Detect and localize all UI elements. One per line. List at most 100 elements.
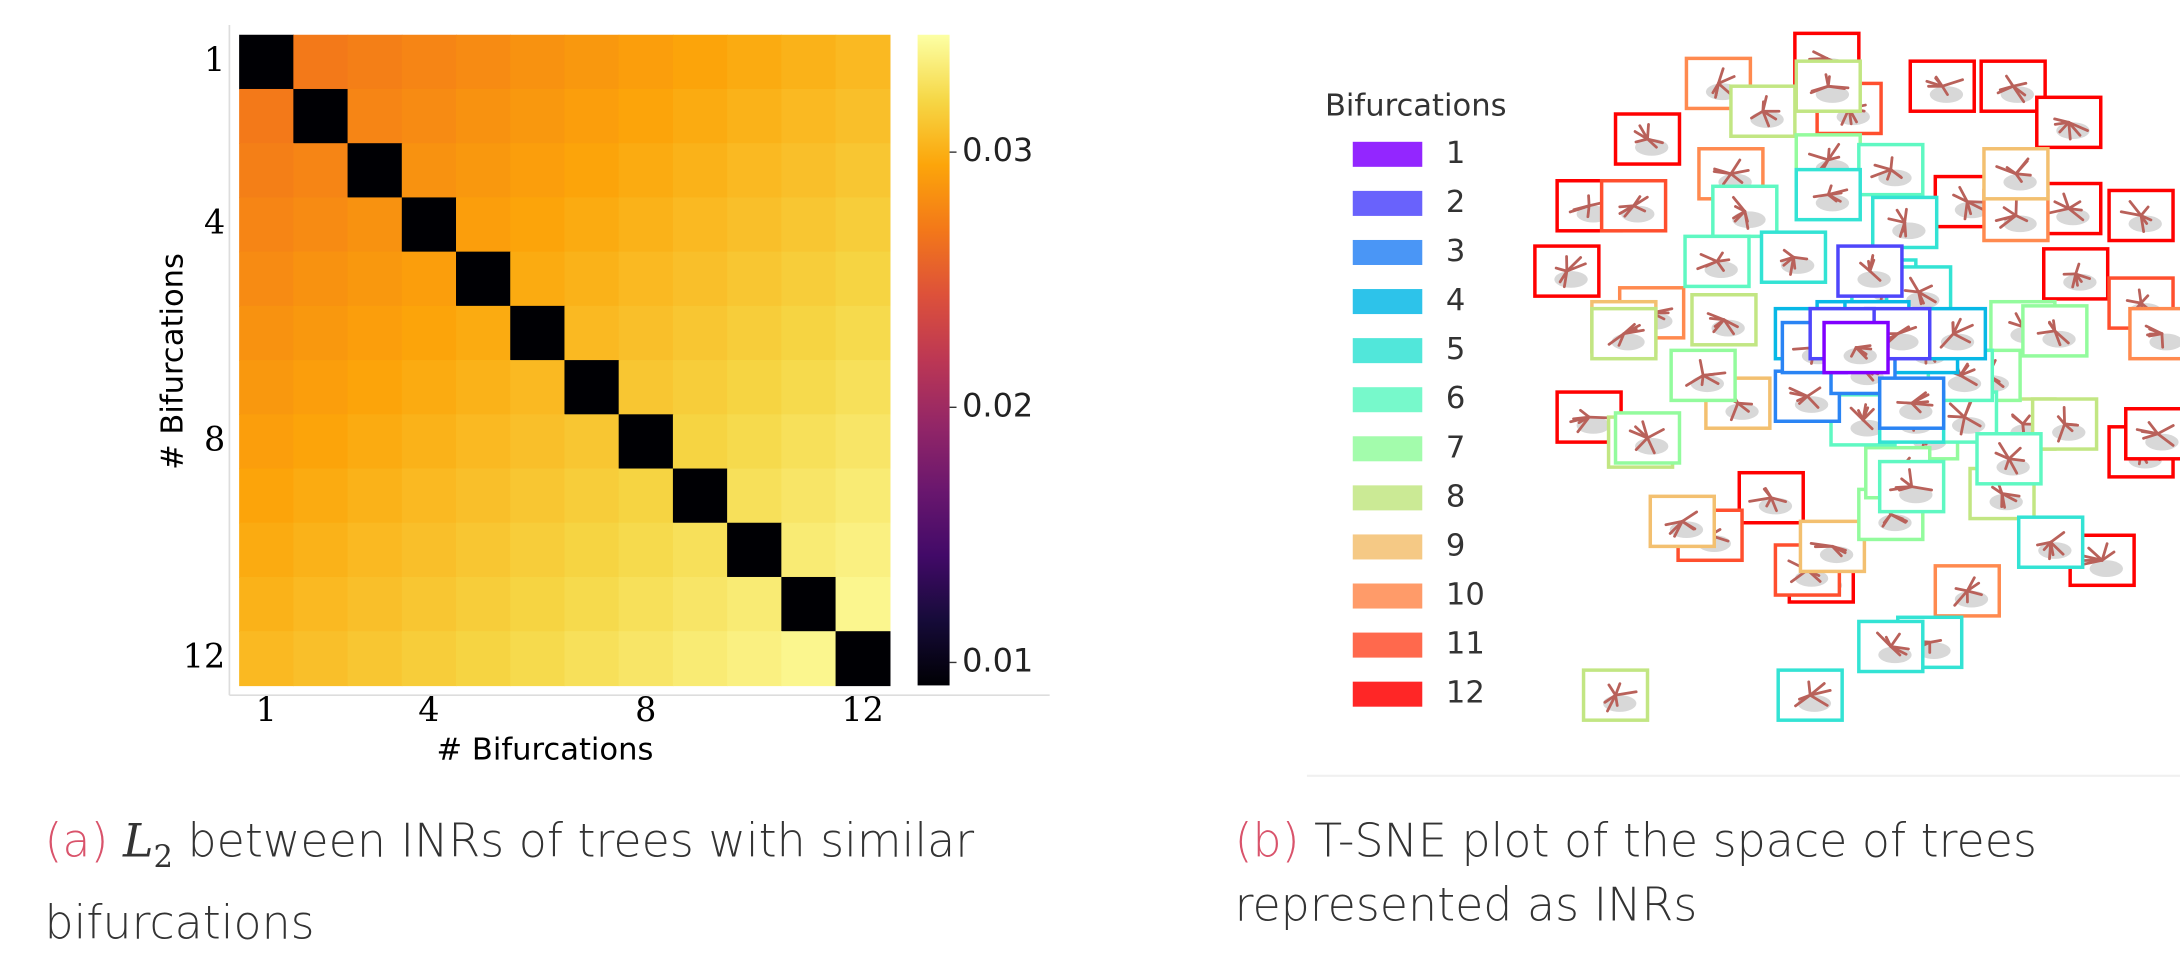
heatmap-cell	[510, 35, 565, 90]
heatmap-cell	[781, 577, 836, 632]
legend-label: 3	[1446, 234, 1465, 269]
thumbnail-branch	[2162, 334, 2163, 348]
heatmap-cell	[564, 469, 619, 524]
colorbar-tick-label: 0.03	[962, 131, 1033, 169]
legend-swatch	[1353, 142, 1423, 167]
heatmap-cell	[239, 414, 294, 469]
tree-point	[1977, 434, 2041, 484]
tree-point	[1692, 295, 1756, 345]
heatmap-cell	[564, 197, 619, 252]
heatmap-cell	[510, 89, 565, 144]
legend-swatch	[1353, 240, 1423, 265]
heatmap-cell	[293, 577, 348, 632]
tree-point	[1838, 246, 1902, 296]
x-tick-label: 4	[418, 690, 439, 729]
heatmap-cell	[727, 631, 782, 686]
heatmap-cell	[348, 143, 403, 198]
heatmap-cell	[673, 577, 728, 632]
thumbnail-branch	[1905, 222, 1906, 236]
heatmap-cell	[673, 35, 728, 90]
tree-point	[2109, 190, 2173, 240]
thumbnail-branch	[1809, 682, 1810, 695]
thumbnail-shadow	[1611, 334, 1644, 351]
heatmap-cell	[781, 252, 836, 307]
tree-point	[1880, 462, 1944, 512]
thumbnail-branch	[1828, 149, 1829, 160]
heatmap-cell	[836, 89, 891, 144]
caption-a: (a) L2 between INRs of trees with simila…	[44, 809, 1045, 954]
tree-point	[1778, 670, 1842, 720]
heatmap-cell	[781, 143, 836, 198]
x-tick-label: 8	[635, 690, 656, 729]
heatmap-cell	[510, 306, 565, 361]
thumbnail-branch	[2009, 459, 2024, 461]
thumbnail-shadow	[2003, 174, 2036, 191]
thumbnail-branch	[1793, 257, 1806, 259]
heatmap-cell	[402, 469, 457, 524]
tree-point	[1739, 473, 1803, 523]
thumbnail-branch	[1828, 77, 1829, 87]
tree-point	[1935, 566, 1999, 616]
heatmap-cell	[836, 414, 891, 469]
tree-point	[2044, 249, 2108, 299]
tree-point	[2130, 309, 2180, 359]
legend-swatch	[1353, 387, 1423, 412]
heatmap-cell	[348, 523, 403, 578]
thumbnail-branch	[1710, 318, 1724, 319]
heatmap-cell	[673, 523, 728, 578]
heatmap-cell	[619, 306, 674, 361]
legend-swatch	[1353, 485, 1423, 510]
thumbnail-branch	[1589, 196, 1590, 206]
heatmap-cell	[402, 523, 457, 578]
legend-label: 10	[1446, 578, 1485, 613]
legend-label: 1	[1446, 136, 1465, 171]
tree-point	[2037, 97, 2101, 147]
tree-point	[1880, 378, 1944, 428]
heatmap-cell	[510, 523, 565, 578]
heatmap-cell	[619, 35, 674, 90]
heatmap-cell	[673, 306, 728, 361]
heatmap-cell	[781, 523, 836, 578]
tree-point	[1859, 145, 1923, 195]
legend-label: 5	[1446, 332, 1465, 367]
heatmap-cell	[781, 360, 836, 415]
heatmap-cell	[619, 252, 674, 307]
heatmap-cell	[239, 35, 294, 90]
heatmap-cell	[673, 197, 728, 252]
heatmap-cell	[836, 523, 891, 578]
tree-point	[1713, 186, 1777, 236]
heatmap-cell	[836, 306, 891, 361]
heatmap-cell	[348, 360, 403, 415]
heatmap-cell	[348, 631, 403, 686]
heatmap-cell	[239, 360, 294, 415]
thumbnail-shadow	[1892, 222, 1925, 239]
heatmap-cell	[564, 414, 619, 469]
thumbnail-branch	[2069, 122, 2070, 139]
heatmap-cell	[564, 35, 619, 90]
legend-title: Bifurcations	[1325, 89, 1507, 124]
heatmap-cell	[619, 360, 674, 415]
tree-point	[1616, 114, 1680, 164]
heatmap-cell	[619, 197, 674, 252]
caption-text: between INRs of trees with similar bifur…	[44, 813, 974, 949]
legend-label: 4	[1446, 283, 1465, 318]
legend-swatch	[1353, 633, 1423, 658]
legend-label: 8	[1446, 479, 1465, 514]
tree-point	[1584, 670, 1648, 720]
tree-point	[1859, 621, 1923, 671]
heatmap-cell	[619, 414, 674, 469]
heatmap-cell	[239, 577, 294, 632]
heatmap-cell	[402, 306, 457, 361]
legend-swatch	[1353, 584, 1423, 609]
x-axis-label: # Bifurcations	[437, 732, 654, 767]
heatmap-cell	[727, 523, 782, 578]
heatmap-cell	[564, 306, 619, 361]
heatmap-cell	[836, 577, 891, 632]
caption-symbol: L	[123, 813, 153, 867]
thumbnail-branch	[1828, 86, 1848, 88]
heatmap-cell	[673, 469, 728, 524]
heatmap-cell	[239, 143, 294, 198]
tree-point	[1650, 496, 1714, 546]
heatmap-cell	[836, 631, 891, 686]
thumbnail-branch	[1589, 417, 1609, 418]
